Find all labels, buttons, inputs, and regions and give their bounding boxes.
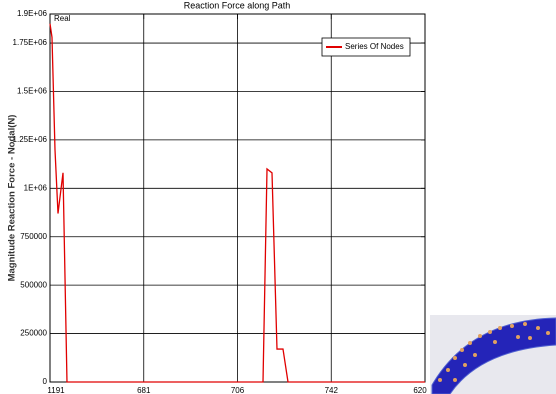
page: {"chart_data": { "type": "line", "title"… xyxy=(0,0,556,394)
annotation: Real xyxy=(54,14,71,23)
y-tick-label: 1.5E+06 xyxy=(17,87,48,96)
x-tick-label: 706 xyxy=(231,386,245,394)
y-tick-label: 0 xyxy=(43,377,48,386)
y-tick-label: 1.75E+06 xyxy=(13,38,48,47)
model-thumbnail xyxy=(430,315,556,394)
x-tick-label: 620 xyxy=(413,386,427,394)
y-tick-label: 500000 xyxy=(20,280,47,289)
legend-label: Series Of Nodes xyxy=(345,42,404,51)
chart: Reaction Force along Path Magnitude Reac… xyxy=(0,0,556,394)
y-tick-label: 250000 xyxy=(20,329,47,338)
y-tick-label: 750000 xyxy=(20,232,47,241)
x-tick-label: 1191 xyxy=(47,386,65,394)
chart-title: Reaction Force along Path xyxy=(184,0,291,10)
x-tick-label: 742 xyxy=(325,386,339,394)
x-tick-label: 681 xyxy=(137,386,151,394)
y-tick-label: 1.25E+06 xyxy=(13,135,48,144)
y-tick-label: 1E+06 xyxy=(24,183,48,192)
y-tick-label: 1.9E+06 xyxy=(17,9,48,18)
